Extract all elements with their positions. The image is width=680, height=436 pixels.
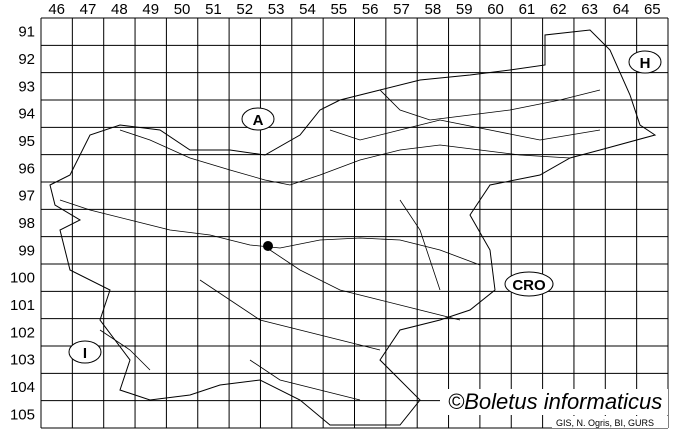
region-label-croatia: CRO [504, 271, 554, 297]
region-label-italy: I [68, 340, 102, 364]
column-label: 65 [644, 1, 661, 18]
svg-text:I: I [83, 345, 87, 362]
column-label: 53 [268, 1, 285, 18]
rivers [59, 89, 601, 401]
column-label: 56 [362, 1, 379, 18]
row-label: 97 [18, 188, 35, 205]
row-label: 101 [10, 297, 35, 314]
svg-text:H: H [640, 55, 651, 72]
row-label: 105 [10, 406, 35, 423]
column-label: 60 [487, 1, 504, 18]
column-label: 48 [111, 1, 128, 18]
row-label: 94 [18, 106, 35, 123]
row-label: 99 [18, 242, 35, 259]
column-label: 52 [236, 1, 253, 18]
column-label: 61 [519, 1, 536, 18]
region-label-hungary: H [628, 50, 662, 74]
column-label: 63 [581, 1, 598, 18]
svg-text:A: A [253, 112, 264, 129]
row-label: 95 [18, 133, 35, 150]
column-label: 49 [142, 1, 159, 18]
column-labels: 46 47 48 49 50 51 52 53 54 55 56 57 58 59 60 61 62 63 64 65 [48, 1, 660, 18]
source-credit: GIS, N. Ogris, BI, GURS [556, 418, 654, 428]
country-border [49, 29, 657, 426]
watermark: ©Boletus informaticus [448, 389, 662, 414]
column-label: 50 [174, 1, 191, 18]
row-label: 103 [10, 352, 35, 369]
row-label: 92 [18, 51, 35, 68]
column-label: 46 [48, 1, 65, 18]
svg-text:CRO: CRO [512, 277, 546, 294]
column-label: 62 [550, 1, 567, 18]
row-labels: 91 92 93 94 95 96 97 98 99 100 101 102 103 104 105 [10, 24, 35, 424]
column-label: 54 [299, 1, 316, 18]
column-label: 47 [80, 1, 97, 18]
column-label: 59 [456, 1, 473, 18]
column-label: 58 [425, 1, 442, 18]
grid-lines [40, 17, 669, 429]
row-label: 93 [18, 78, 35, 95]
row-label: 102 [10, 324, 35, 341]
row-label: 100 [10, 270, 35, 287]
column-label: 57 [393, 1, 410, 18]
record-dot [263, 241, 273, 251]
column-label: 55 [330, 1, 347, 18]
row-label: 104 [10, 379, 35, 396]
row-label: 96 [18, 160, 35, 177]
row-label: 98 [18, 215, 35, 232]
region-label-austria: A [241, 107, 275, 131]
column-label: 51 [205, 1, 222, 18]
column-label: 64 [613, 1, 630, 18]
row-label: 91 [18, 24, 35, 41]
